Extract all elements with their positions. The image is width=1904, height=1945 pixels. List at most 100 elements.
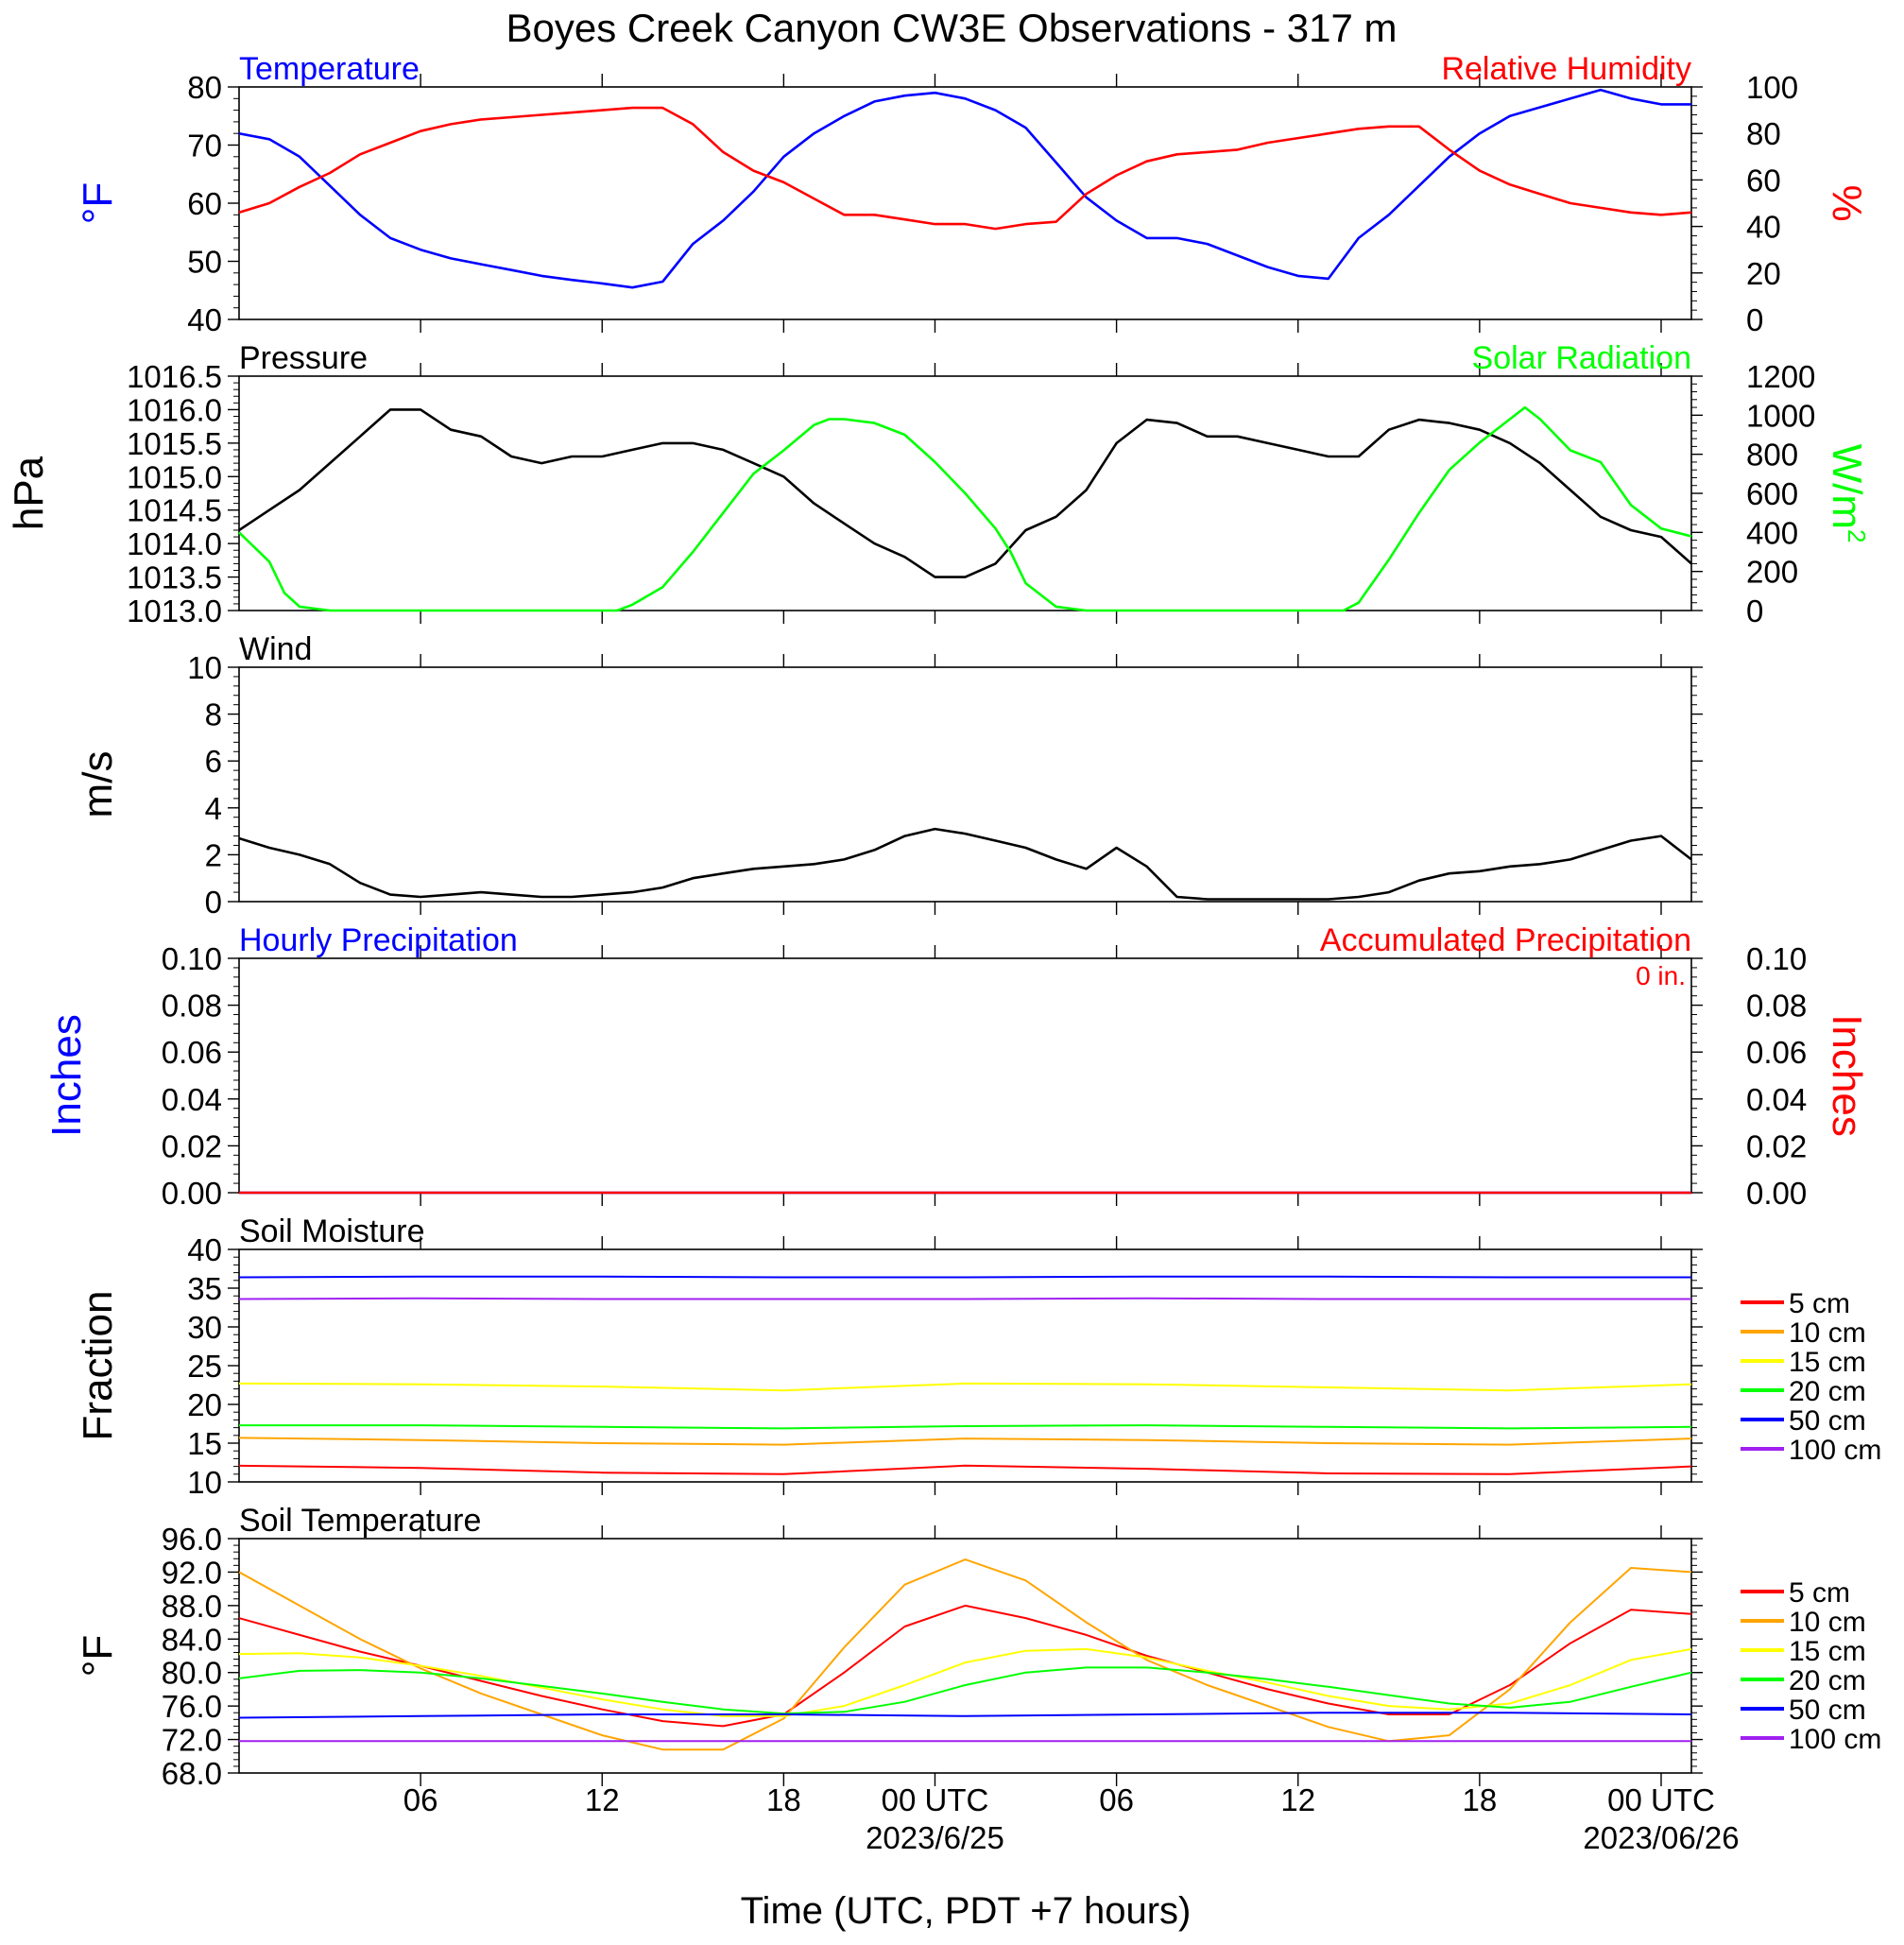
y-tick-label-left: 15: [187, 1426, 222, 1461]
panel-title-left: Soil Moisture: [239, 1213, 425, 1249]
y-tick-label-left: 50: [187, 245, 222, 280]
legend-label: 20 cm: [1789, 1665, 1866, 1696]
y-tick-label-left: 68.0: [162, 1756, 222, 1791]
y-tick-label-left: 1016.0: [127, 392, 222, 427]
x-tick-label: 00 UTC: [1607, 1782, 1715, 1817]
y-axis-label-left: m/s: [75, 751, 121, 818]
panel-soil_temp: 68.072.076.080.084.088.092.096.0 Soil Tem…: [75, 1503, 1881, 1791]
legend-label: 10 cm: [1789, 1317, 1866, 1349]
panel-title-left: Pressure: [239, 340, 368, 376]
y-tick-label-left: 60: [187, 186, 222, 221]
series-line-15-cm: [238, 1647, 1692, 1717]
accumulated-total-annotation: 0 in.: [1636, 961, 1686, 990]
series-line-pressure: [238, 408, 1692, 578]
y-tick-label-right: 0: [1746, 302, 1763, 337]
y-tick-label-left: 0.06: [162, 1035, 222, 1070]
series-line-20-cm: [239, 1424, 1692, 1430]
series-line-50-cm: [238, 1275, 1691, 1279]
y-tick-label-left: 10: [187, 1465, 222, 1500]
y-tick-label-left: 0.08: [162, 989, 222, 1024]
x-axis-label: Time (UTC, PDT +7 hours): [741, 1890, 1192, 1932]
panel-title-right: Accumulated Precipitation: [1320, 922, 1691, 958]
legend-label: 15 cm: [1789, 1347, 1866, 1378]
series-line-5-cm: [238, 1604, 1692, 1728]
y-tick-label-left: 1013.0: [127, 594, 222, 628]
plot-frame: [238, 666, 1692, 903]
y-tick-label-left: 80: [187, 70, 222, 105]
y-tick-label-right: 100: [1746, 70, 1798, 105]
series-line-20-cm: [238, 1666, 1692, 1715]
x-tick-date: 2023/06/26: [1583, 1820, 1739, 1855]
y-tick-label-right: 40: [1746, 210, 1781, 245]
y-tick-label-left: 1015.5: [127, 426, 222, 461]
plot-frame: [238, 1538, 1692, 1774]
series-line-5-cm: [238, 1464, 1692, 1475]
y-tick-label-left: 1016.5: [127, 359, 222, 394]
y-axis-label-right: %: [1824, 184, 1870, 221]
y-tick-label-left: 4: [205, 791, 222, 826]
legend-label: 15 cm: [1789, 1636, 1866, 1667]
x-tick-label: 00 UTC: [882, 1782, 989, 1817]
y-tick-label-right: 0.10: [1746, 941, 1807, 976]
panel-precip: 0.00 0.02 0.04 0.06 0.08 0.10 0.00 0.02 0.04 0.06…: [43, 922, 1870, 1211]
legend-label: 100 cm: [1789, 1435, 1881, 1466]
y-axis-label-right: Inches: [1824, 1014, 1870, 1137]
series-line-10-cm: [238, 1437, 1692, 1446]
y-tick-label-left: 80.0: [162, 1656, 222, 1691]
y-tick-label-left: 40: [187, 302, 222, 337]
x-tick-label: 18: [766, 1782, 801, 1817]
panel-title-left: Soil Temperature: [239, 1503, 481, 1539]
y-tick-label-left: 1013.5: [127, 560, 222, 595]
y-tick-label-left: 0.00: [162, 1176, 222, 1211]
legend-label: 5 cm: [1789, 1577, 1850, 1609]
y-tick-label-right: 0.00: [1746, 1176, 1807, 1211]
x-tick-label: 06: [403, 1782, 438, 1817]
y-tick-label-right: 1200: [1746, 359, 1815, 394]
panel-title-right: Solar Radiation: [1472, 340, 1691, 376]
y-tick-label-left: 2: [205, 837, 222, 872]
y-tick-label-left: 96.0: [162, 1522, 222, 1557]
y-tick-label-right: 0: [1746, 594, 1763, 628]
legend-label: 50 cm: [1789, 1405, 1866, 1437]
legend-label: 100 cm: [1789, 1724, 1881, 1755]
y-tick-label-right: 1000: [1746, 398, 1815, 433]
x-tick-label: 18: [1462, 1782, 1497, 1817]
y-tick-label-left: 1014.5: [127, 493, 222, 528]
y-tick-label-left: 35: [187, 1271, 222, 1306]
y-tick-label-left: 88.0: [162, 1589, 222, 1624]
y-tick-label-right: 0.08: [1746, 989, 1807, 1024]
y-tick-label-left: 0: [205, 885, 222, 920]
y-tick-label-right: 0.04: [1746, 1082, 1807, 1117]
panel-title-left: Hourly Precipitation: [239, 922, 518, 958]
y-axis-label-superscript: 2: [1843, 529, 1871, 542]
plot-frame: [238, 957, 1692, 1194]
y-tick-label-right: 20: [1746, 256, 1781, 291]
y-tick-label-left: 0.02: [162, 1128, 222, 1163]
legend-label: 5 cm: [1789, 1288, 1850, 1319]
y-tick-label-right: 200: [1746, 555, 1798, 590]
y-tick-label-left: 1014.0: [127, 526, 222, 561]
series-line-temperature: [238, 88, 1691, 289]
y-tick-label-right: 400: [1746, 515, 1798, 550]
y-tick-label-right: 800: [1746, 438, 1798, 473]
y-axis-label-left: °F: [75, 1635, 121, 1677]
y-tick-label-left: 72.0: [162, 1723, 222, 1758]
y-tick-label-right: 0.06: [1746, 1035, 1807, 1070]
series-line-wind: [238, 827, 1692, 901]
panel-pressure_solar: 1013.01013.51014.01014.51015.01015.51016…: [6, 340, 1871, 628]
y-tick-label-left: 6: [205, 744, 222, 779]
y-axis-label-left: °F: [75, 182, 121, 224]
y-tick-label-right: 60: [1746, 163, 1781, 198]
y-tick-label-left: 40: [187, 1232, 222, 1267]
y-tick-label-right: 600: [1746, 476, 1798, 511]
figure-title: Boyes Creek Canyon CW3E Observations - 3…: [506, 6, 1397, 50]
x-tick-label: 12: [1280, 1782, 1315, 1817]
panel-wind: 0 2 4 6 8 10 Wind m/s: [75, 631, 1703, 920]
y-tick-label-left: 0.10: [162, 941, 222, 976]
series-line-solar-radiation: [238, 405, 1692, 612]
y-axis-label-left: Inches: [43, 1014, 90, 1137]
y-tick-label-left: 30: [187, 1310, 222, 1345]
y-tick-label-left: 0.04: [162, 1082, 222, 1117]
